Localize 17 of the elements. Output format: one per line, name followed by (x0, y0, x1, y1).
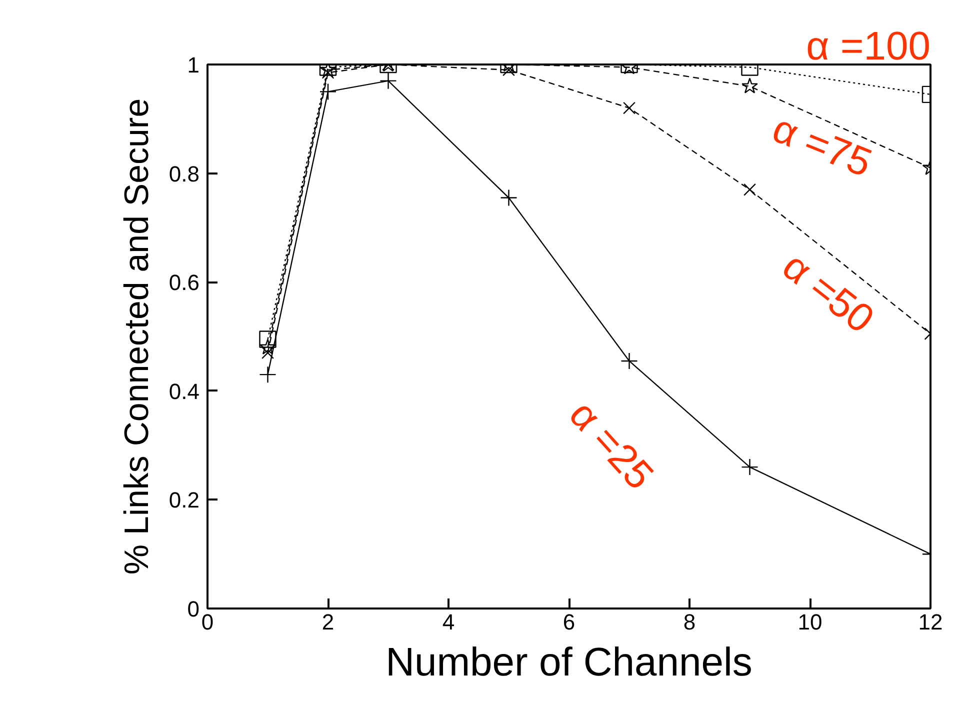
x-axis-title: Number of Channels (386, 640, 752, 684)
x-tick-label: 10 (798, 610, 822, 634)
x-tick-label: 12 (918, 610, 943, 634)
x-tick-label: 4 (442, 610, 455, 634)
x-tick-label: 2 (322, 610, 334, 634)
y-tick-label: 0.2 (168, 488, 200, 513)
y-tick-label: 0.8 (168, 161, 200, 186)
text: α =25 (560, 392, 662, 498)
series-label: α =100 (806, 24, 931, 68)
y-tick-label: 1 (187, 52, 200, 78)
y-tick-label: 0.4 (168, 378, 200, 404)
x-tick-label: 8 (683, 610, 696, 634)
y-tick-label: 0.6 (168, 270, 200, 296)
text: α =75 (766, 106, 878, 186)
y-axis-title: % Links Connected and Secure (118, 98, 156, 575)
x-tick-label: 6 (562, 610, 576, 634)
text: α =50 (774, 244, 882, 342)
